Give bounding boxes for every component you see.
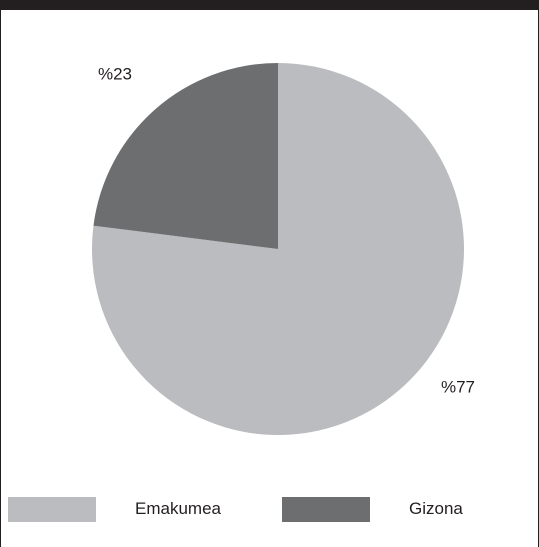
legend-swatch-gizona bbox=[282, 497, 370, 522]
frame-left-border bbox=[0, 10, 1, 547]
header-bar bbox=[0, 0, 539, 10]
slice-label-gizona: %23 bbox=[98, 64, 132, 83]
slice-label-emakumea: %77 bbox=[441, 377, 475, 396]
legend-label-gizona: Gizona bbox=[409, 499, 463, 518]
pie-slice-gizona bbox=[93, 63, 278, 249]
legend-swatch-emakumea bbox=[8, 497, 96, 522]
legend-label-emakumea: Emakumea bbox=[135, 499, 221, 518]
